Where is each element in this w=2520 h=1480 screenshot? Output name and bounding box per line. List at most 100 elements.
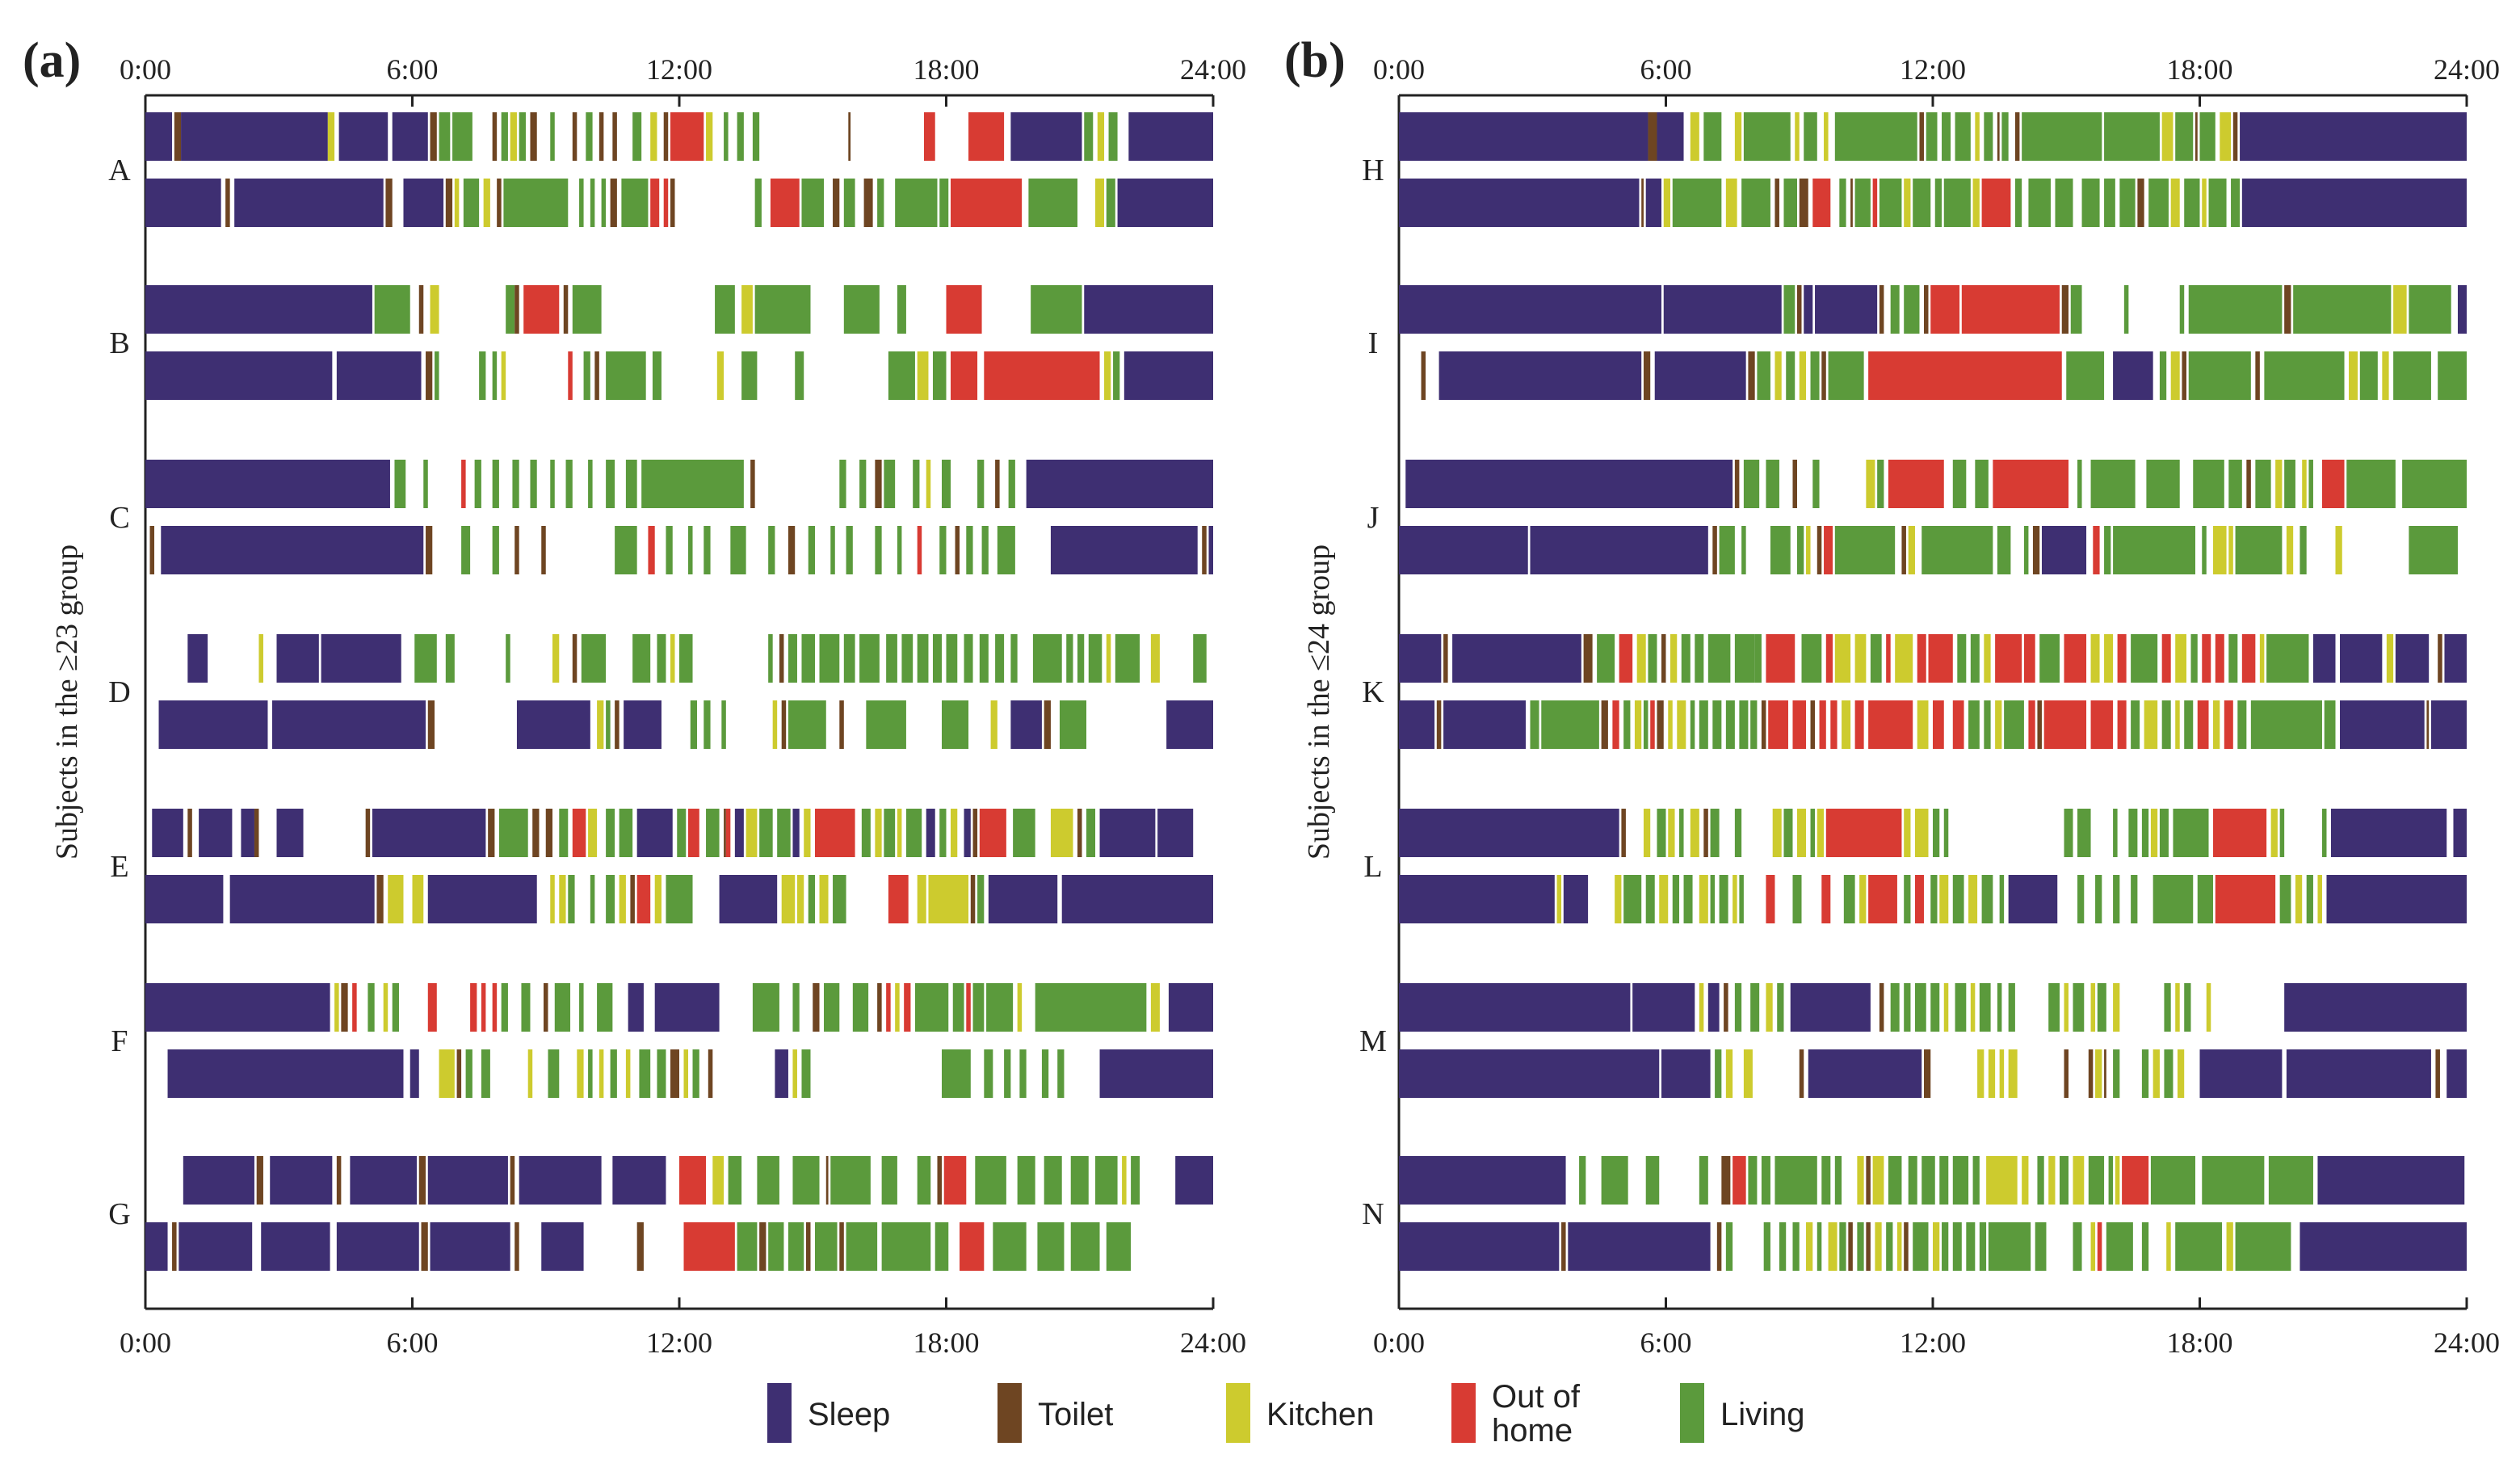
activity-segment-kitchen xyxy=(1106,634,1111,683)
activity-segment-sleep xyxy=(1084,285,1213,334)
activity-segment-living xyxy=(917,634,929,683)
activity-segment-kitchen xyxy=(2206,983,2211,1032)
legend-label-living: Living xyxy=(1720,1397,1805,1432)
activity-segment-living xyxy=(1834,526,1896,574)
activity-segment-kitchen xyxy=(1017,983,1023,1032)
activity-segment-toilet xyxy=(1436,700,1442,749)
activity-segment-kitchen xyxy=(2113,983,2120,1032)
activity-segment-living xyxy=(2073,983,2085,1032)
activity-segment-living xyxy=(2193,460,2224,508)
activity-segment-kitchen xyxy=(1556,875,1562,923)
activity-segment-kitchen xyxy=(1895,634,1913,683)
activity-segment-living xyxy=(2264,351,2345,400)
activity-segment-living xyxy=(2184,179,2200,227)
activity-segment-sleep xyxy=(392,112,428,161)
activity-segment-kitchen xyxy=(1972,179,1980,227)
activity-segment-living xyxy=(512,460,519,508)
activity-segment-toilet xyxy=(1799,1049,1804,1098)
activity-segment-toilet xyxy=(2426,700,2430,749)
activity-segment-living xyxy=(977,875,985,923)
activity-segment-living xyxy=(977,460,985,508)
activity-segment-toilet xyxy=(1443,634,1448,683)
y-axis-label: Subjects in the ≤24 group xyxy=(1302,544,1336,860)
activity-segment-out xyxy=(2097,1222,2102,1271)
activity-segment-toilet xyxy=(1202,526,1207,574)
activity-segment-living xyxy=(1834,112,1917,161)
activity-segment-out xyxy=(2224,700,2233,749)
activity-segment-sleep xyxy=(1399,875,1555,923)
activity-segment-living xyxy=(2179,285,2185,334)
subject-row-C: C xyxy=(109,460,1213,574)
activity-segment-toilet xyxy=(663,112,669,161)
activity-segment-living xyxy=(2104,526,2111,574)
activity-segment-toilet xyxy=(254,809,259,857)
activity-segment-toilet xyxy=(1997,112,2000,161)
activity-segment-toilet xyxy=(172,1222,177,1271)
activity-segment-living xyxy=(414,634,437,683)
activity-segment-out xyxy=(815,809,855,857)
activity-segment-sleep xyxy=(1208,526,1213,574)
activity-segment-living xyxy=(759,809,773,857)
activity-segment-kitchen xyxy=(716,351,724,400)
activity-segment-living xyxy=(2197,875,2214,923)
activity-segment-toilet xyxy=(376,875,384,923)
activity-segment-sleep xyxy=(161,526,424,574)
activity-segment-living xyxy=(2088,1156,2105,1205)
activity-segment-living xyxy=(2188,285,2283,334)
activity-segment-living xyxy=(1741,526,1746,574)
activity-segment-living xyxy=(941,700,969,749)
activity-segment-living xyxy=(692,1049,699,1098)
activity-segment-toilet xyxy=(563,285,569,334)
activity-segment-sleep xyxy=(2241,179,2467,227)
activity-segment-living xyxy=(2393,351,2431,400)
activity-segment-living xyxy=(2146,460,2180,508)
activity-segment-living xyxy=(1942,1222,1949,1271)
activity-segment-out xyxy=(568,351,573,400)
activity-segment-sleep xyxy=(1399,983,1631,1032)
activity-segment-living xyxy=(2106,1222,2133,1271)
activity-segment-kitchen xyxy=(412,875,424,923)
activity-segment-kitchen xyxy=(1872,1156,1884,1205)
activity-segment-kitchen xyxy=(670,634,675,683)
activity-segment-living xyxy=(1059,700,1087,749)
activity-segment-living xyxy=(1657,809,1666,857)
activity-segment-living xyxy=(1904,285,1920,334)
activity-segment-living xyxy=(1979,1222,1987,1271)
activity-segment-kitchen xyxy=(1904,179,1911,227)
activity-segment-living xyxy=(2081,179,2100,227)
activity-segment-sleep xyxy=(1790,983,1871,1032)
activity-segment-living xyxy=(939,179,949,227)
activity-segment-toilet xyxy=(2182,351,2186,400)
activity-segment-living xyxy=(2402,460,2467,508)
activity-segment-living xyxy=(521,983,531,1032)
activity-segment-sleep xyxy=(1399,112,1648,161)
activity-segment-kitchen xyxy=(1690,809,1699,857)
activity-segment-out xyxy=(523,285,560,334)
activity-segment-toilet xyxy=(1816,526,1822,574)
activity-segment-kitchen xyxy=(2090,983,2096,1032)
activity-segment-living xyxy=(590,179,595,227)
activity-segment-living xyxy=(1890,983,1900,1032)
activity-segment-living xyxy=(1930,875,1938,923)
activity-segment-sleep xyxy=(1399,179,1640,227)
activity-segment-sleep xyxy=(181,112,328,161)
activity-segment-sleep xyxy=(1399,1049,1660,1098)
activity-segment-living xyxy=(2113,875,2120,923)
activity-segment-toilet xyxy=(2137,179,2144,227)
activity-segment-living xyxy=(2164,1049,2174,1098)
activity-segment-living xyxy=(2159,351,2167,400)
activity-segment-out xyxy=(1961,285,2060,334)
activity-segment-living xyxy=(2014,179,2022,227)
activity-segment-sleep xyxy=(2453,809,2467,857)
activity-segment-living xyxy=(1028,179,1077,227)
activity-segment-sleep xyxy=(1808,1049,1922,1098)
activity-segment-living xyxy=(2293,285,2392,334)
activity-segment-sleep xyxy=(1099,809,1156,857)
activity-segment-toilet xyxy=(1712,526,1717,574)
activity-segment-living xyxy=(1031,285,1082,334)
activity-segment-kitchen xyxy=(650,112,657,161)
activity-segment-kitchen xyxy=(598,1049,604,1098)
activity-segment-out xyxy=(1928,634,1953,683)
activity-segment-toilet xyxy=(1901,526,1906,574)
activity-segment-kitchen xyxy=(439,1049,455,1098)
